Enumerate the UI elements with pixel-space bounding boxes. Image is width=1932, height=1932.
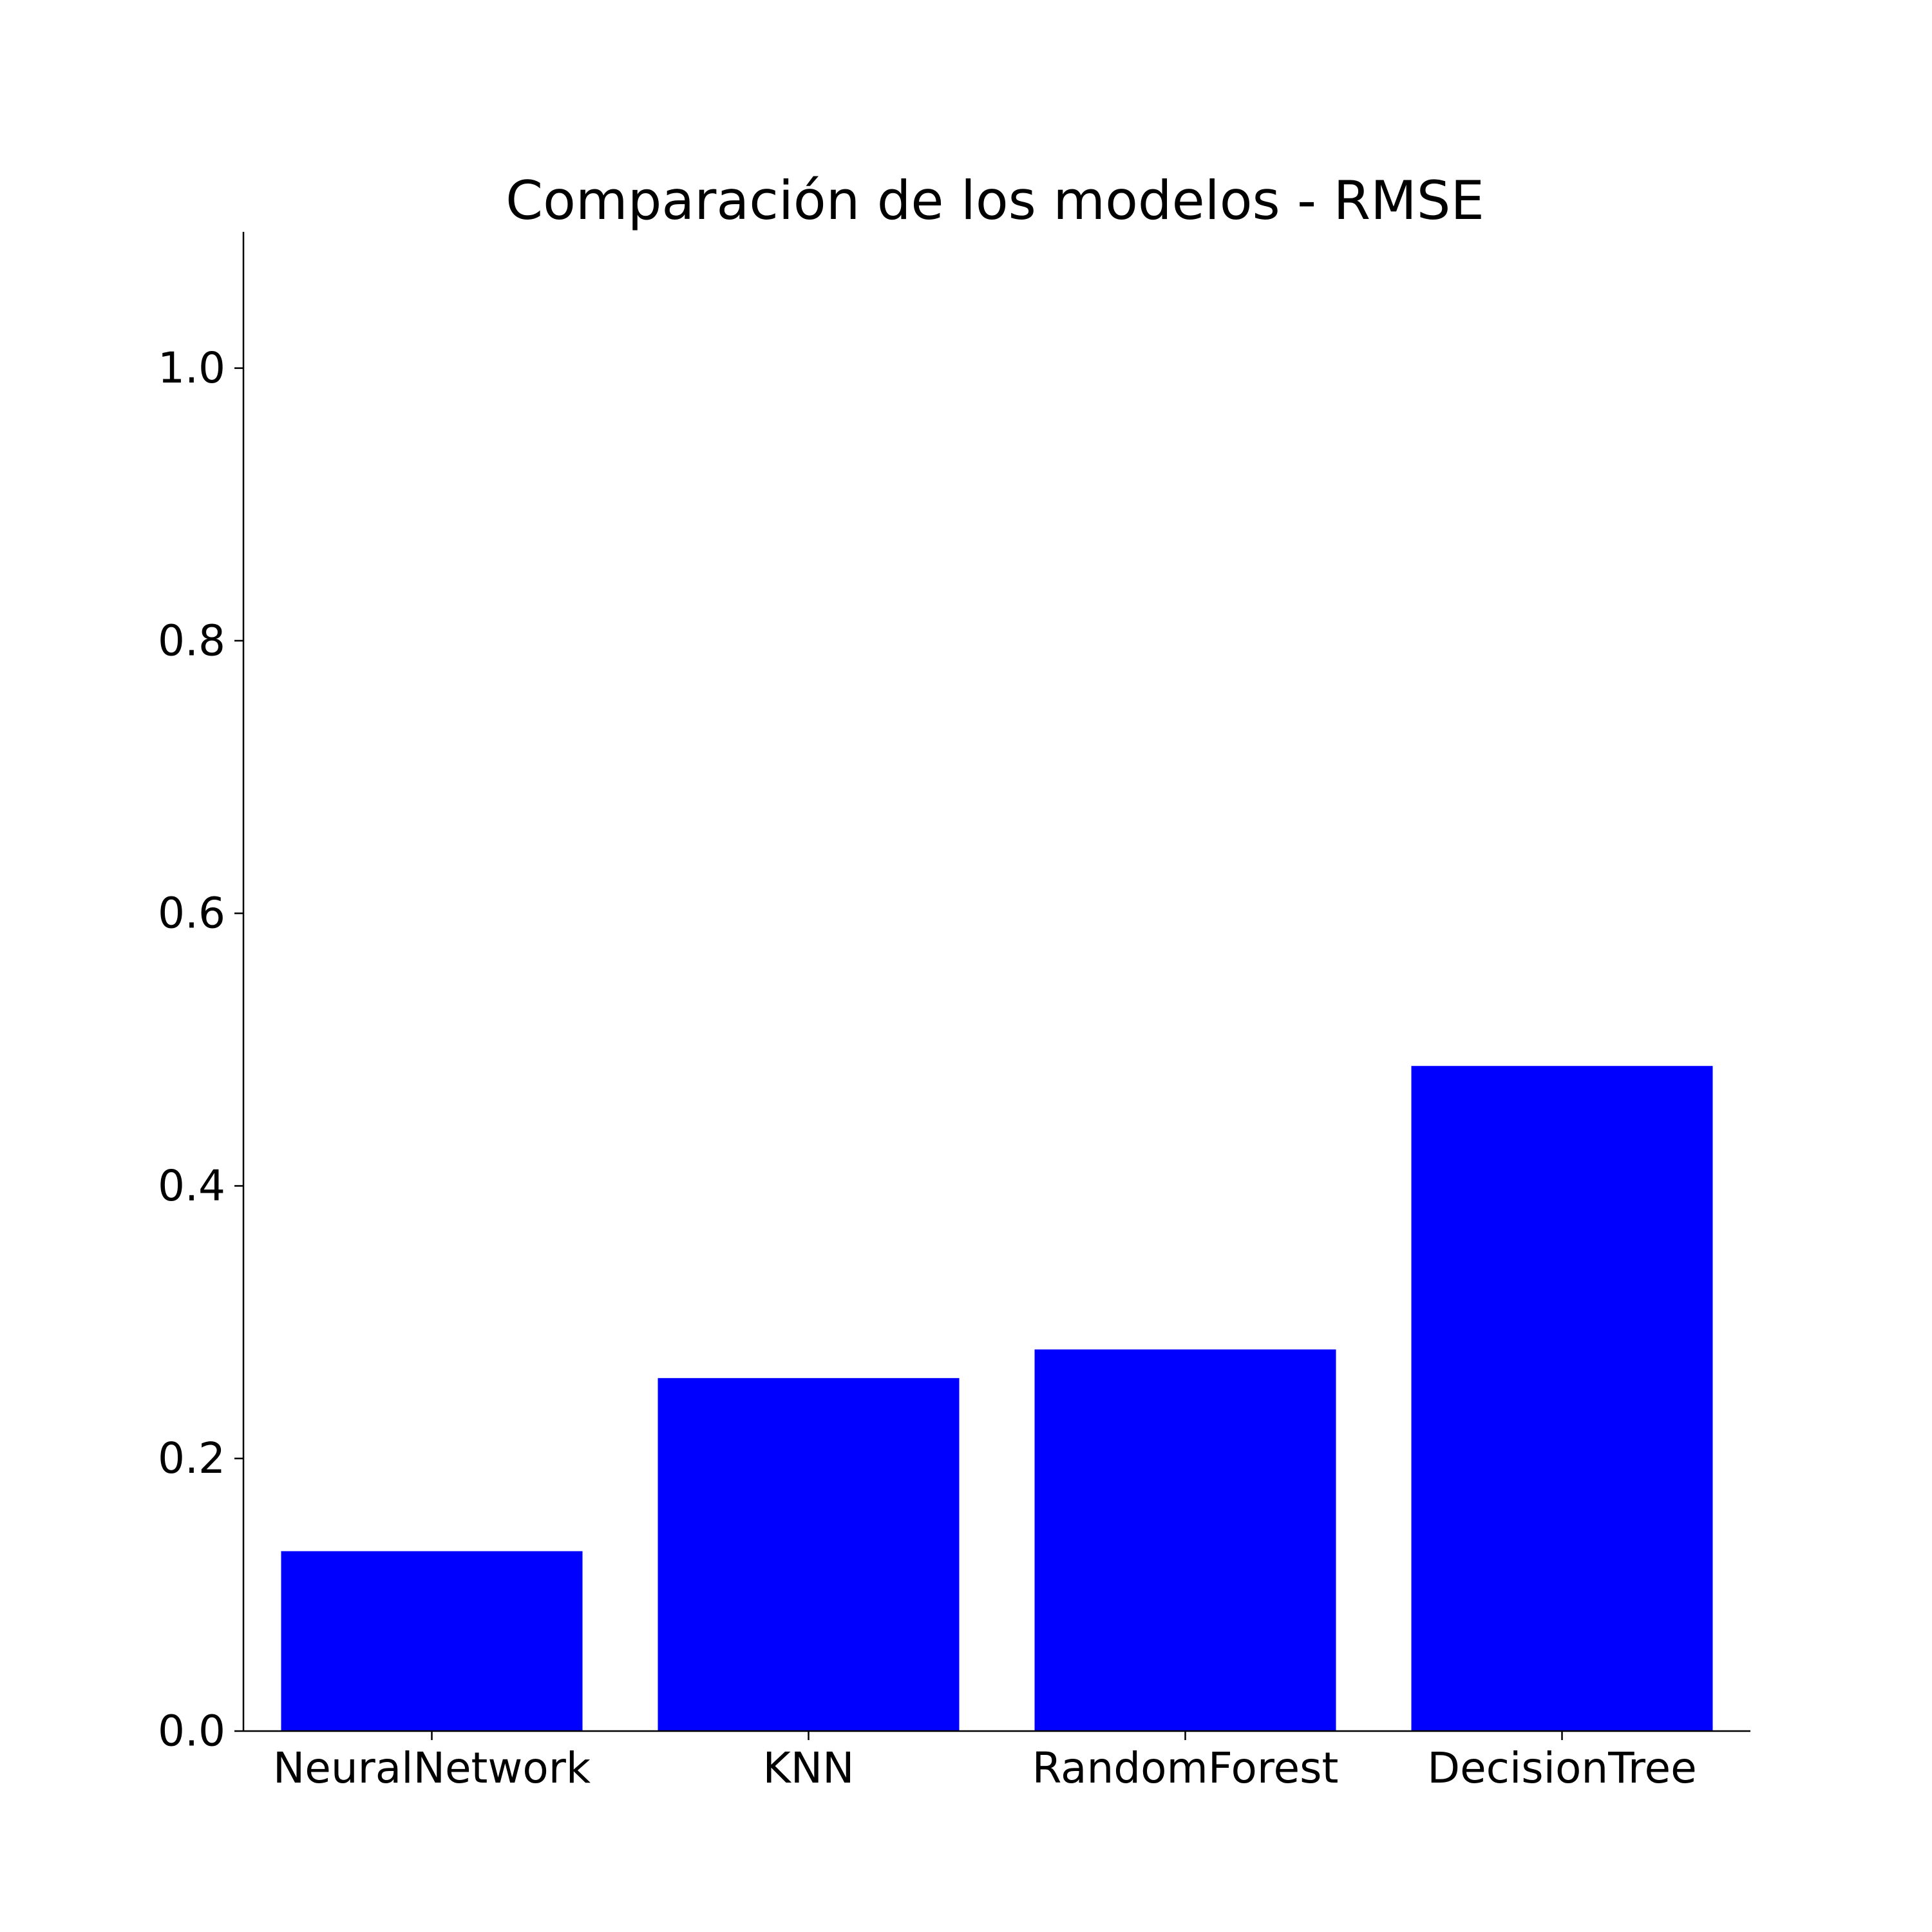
bar-neuralnetwork	[281, 1551, 583, 1731]
y-tick-label: 0.4	[158, 1161, 225, 1211]
axes-group	[242, 232, 1750, 1732]
bars-group	[281, 1066, 1713, 1731]
x-tick-label: DecisionTree	[1427, 1743, 1697, 1793]
y-tick-label: 1.0	[158, 343, 225, 393]
bar-randomforest	[1034, 1349, 1336, 1731]
chart-title: Comparación de los modelos - RMSE	[506, 169, 1484, 232]
x-tick-label: NeuralNetwork	[273, 1743, 591, 1793]
y-tick-label: 0.6	[158, 889, 225, 938]
y-tick-label: 0.0	[158, 1707, 225, 1756]
bar-decisiontree	[1411, 1066, 1713, 1731]
x-tick-label: RandomForest	[1032, 1743, 1339, 1793]
ticks-group: 0.0 0.2 0.4 0.6 0.8 1.0 NeuralNetwork KNN Random…	[158, 343, 1697, 1793]
bar-knn	[658, 1378, 960, 1731]
y-tick-label: 0.2	[158, 1434, 225, 1483]
y-tick-label: 0.8	[158, 616, 225, 665]
x-tick-label: KNN	[762, 1743, 854, 1793]
